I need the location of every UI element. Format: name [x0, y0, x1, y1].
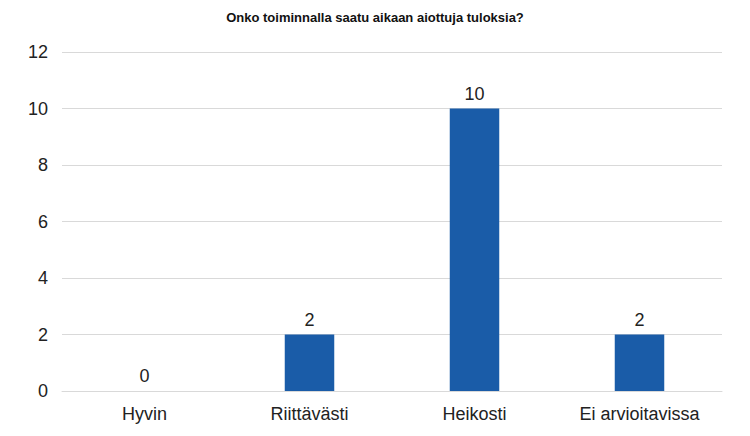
svg-text:Ei arvioitavissa: Ei arvioitavissa: [579, 404, 700, 424]
svg-text:2: 2: [38, 325, 48, 345]
svg-text:Riittävästi: Riittävästi: [270, 404, 348, 424]
svg-text:10: 10: [464, 84, 484, 104]
svg-text:12: 12: [28, 42, 48, 62]
svg-text:Heikosti: Heikosti: [442, 404, 506, 424]
svg-text:6: 6: [38, 212, 48, 232]
svg-text:4: 4: [38, 268, 48, 288]
svg-text:0: 0: [38, 381, 48, 401]
svg-text:2: 2: [634, 310, 644, 330]
svg-text:2: 2: [304, 310, 314, 330]
svg-text:10: 10: [28, 99, 48, 119]
svg-text:8: 8: [38, 155, 48, 175]
svg-text:Hyvin: Hyvin: [122, 404, 167, 424]
svg-text:Onko toiminnalla saatu aikaan: Onko toiminnalla saatu aikaan aiottuja t…: [226, 10, 524, 25]
svg-text:0: 0: [139, 366, 149, 386]
